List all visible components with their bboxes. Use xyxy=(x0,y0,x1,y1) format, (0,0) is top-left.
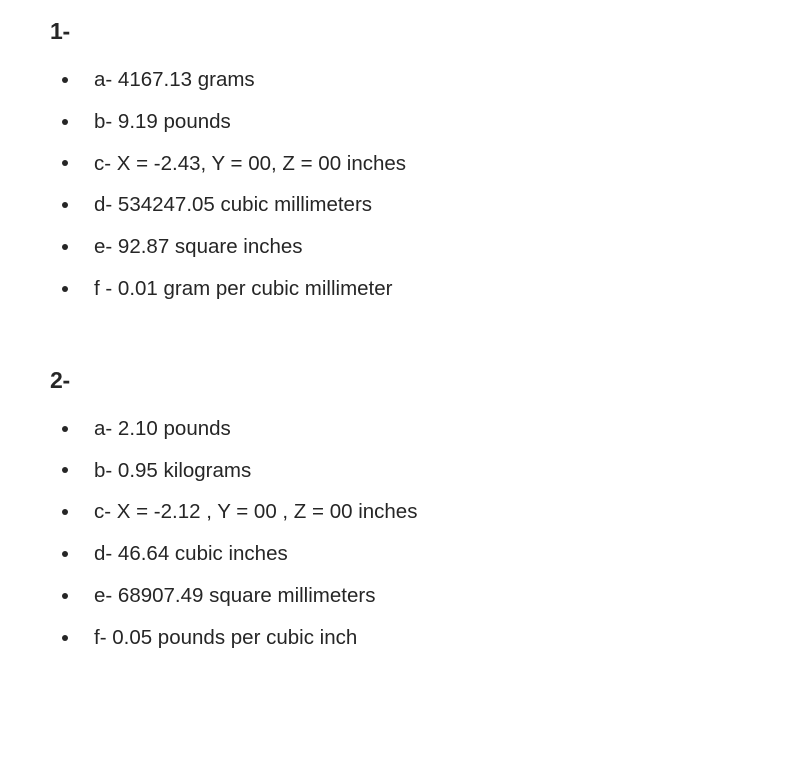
list-item: a- 2.10 pounds xyxy=(50,408,779,450)
list-item-text: a- 2.10 pounds xyxy=(94,416,231,440)
list-item: c- X = -2.12 , Y = 00 , Z = 00 inches xyxy=(50,491,779,533)
list-item-text: b- 0.95 kilograms xyxy=(94,458,252,482)
document-body: 1- a- 4167.13 grams b- 9.19 pounds c- X … xyxy=(50,17,779,659)
bullet-icon xyxy=(62,76,68,83)
list-item: e- 68907.49 square millimeters xyxy=(50,575,779,617)
section-heading: 2- xyxy=(50,366,70,393)
list-item: d- 534247.05 cubic millimeters xyxy=(50,184,779,226)
list-item-text: e- 92.87 square inches xyxy=(94,235,303,259)
list-item: b- 9.19 pounds xyxy=(50,101,779,143)
list-item-text: f- 0.05 pounds per cubic inch xyxy=(94,625,358,649)
list-item: f - 0.01 gram per cubic millimeter xyxy=(50,268,779,310)
list-item-text: c- X = -2.43, Y = 00, Z = 00 inches xyxy=(94,151,407,175)
list-item: a- 4167.13 grams xyxy=(50,59,779,101)
answer-section-2: 2- a- 2.10 pounds b- 0.95 kilograms c- X… xyxy=(50,366,779,659)
list-item-text: e- 68907.49 square millimeters xyxy=(94,583,376,607)
list-item-text: f - 0.01 gram per cubic millimeter xyxy=(94,276,393,300)
bullet-icon xyxy=(62,118,68,125)
bullet-icon xyxy=(62,467,68,474)
bullet-icon xyxy=(62,285,68,292)
bullet-icon xyxy=(62,592,68,599)
list-item: f- 0.05 pounds per cubic inch xyxy=(50,617,779,659)
list-item-text: c- X = -2.12 , Y = 00 , Z = 00 inches xyxy=(94,500,418,524)
bullet-icon xyxy=(62,202,68,209)
bullet-icon xyxy=(62,509,68,516)
bullet-icon xyxy=(62,244,68,251)
list-item: b- 0.95 kilograms xyxy=(50,450,779,492)
list-item-text: b- 9.19 pounds xyxy=(94,109,231,133)
bullet-icon xyxy=(62,425,68,432)
list-item-text: d- 534247.05 cubic millimeters xyxy=(94,193,373,217)
list-item: c- X = -2.43, Y = 00, Z = 00 inches xyxy=(50,143,779,185)
list-item-text: a- 4167.13 grams xyxy=(94,68,255,91)
list-item-text: d- 46.64 cubic inches xyxy=(94,542,288,566)
list-item: d- 46.64 cubic inches xyxy=(50,533,779,575)
answer-list: a- 4167.13 grams b- 9.19 pounds c- X = -… xyxy=(50,59,779,310)
answer-list: a- 2.10 pounds b- 0.95 kilograms c- X = … xyxy=(50,408,779,659)
answer-section-1: 1- a- 4167.13 grams b- 9.19 pounds c- X … xyxy=(50,17,779,310)
section-heading: 1- xyxy=(50,18,70,44)
bullet-icon xyxy=(62,160,68,167)
bullet-icon xyxy=(62,634,68,641)
list-item: e- 92.87 square inches xyxy=(50,226,779,268)
bullet-icon xyxy=(62,551,68,558)
